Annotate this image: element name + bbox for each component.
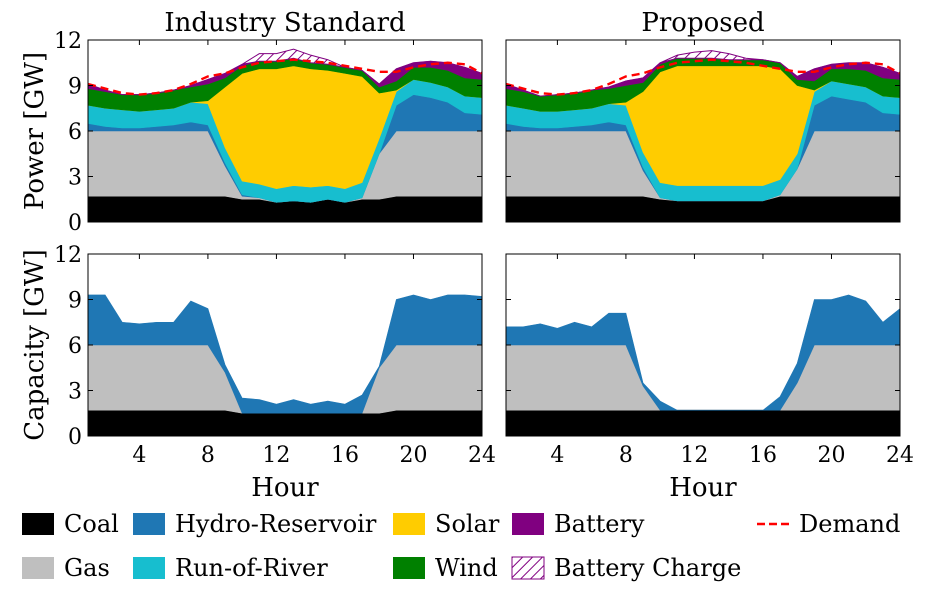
legend-swatch [393, 557, 425, 579]
panel-title: Industry Standard [164, 8, 405, 38]
y-tick-label: 9 [68, 75, 82, 100]
legend-label: Demand [799, 510, 900, 538]
plot-area [506, 294, 900, 436]
legend-swatch [512, 513, 544, 535]
y-tick-label: 3 [68, 380, 82, 405]
y-tick-label: 3 [68, 166, 82, 191]
legend-item-battery: Battery [512, 510, 645, 538]
legend-swatch [133, 513, 165, 535]
legend-item-gas: Gas [22, 554, 110, 582]
y-tick-label: 6 [68, 120, 82, 145]
legend-item-hydro-reservoir: Hydro-Reservoir [133, 510, 377, 538]
x-tick-label: 8 [619, 443, 633, 468]
area-hydro-reservoir [88, 294, 482, 414]
legend-item-run-of-river: Run-of-River [133, 554, 328, 582]
legend-item-demand: Demand [757, 510, 900, 538]
y-tick-label: 0 [68, 211, 82, 236]
legend-item-wind: Wind [393, 554, 498, 582]
legend-item-battery-charge: Battery Charge [511, 554, 741, 582]
y-tick-label: 0 [68, 425, 82, 450]
x-tick-label: 4 [550, 443, 564, 468]
legend-swatch [22, 557, 54, 579]
x-axis-label: Hour [669, 473, 737, 503]
y-axis-label: Capacity [GW] [20, 249, 50, 441]
plot-area [506, 50, 900, 222]
x-tick-label: 12 [680, 443, 708, 468]
y-tick-label: 12 [54, 29, 82, 54]
panel-power-proposed: Proposed [505, 8, 901, 223]
legend-label: Run-of-River [175, 554, 328, 582]
panel-title: Proposed [641, 8, 764, 38]
legend-label: Hydro-Reservoir [175, 510, 377, 538]
x-tick-label: 20 [817, 443, 845, 468]
area-gas [506, 344, 900, 411]
legend-swatch [511, 556, 545, 580]
legend-label: Battery Charge [554, 554, 741, 582]
legend-swatch [393, 513, 425, 535]
area-hydro-reservoir [506, 294, 900, 411]
plot-area [88, 48, 482, 222]
y-axis-label: Power [GW] [20, 52, 50, 210]
legend-swatch [133, 557, 165, 579]
area-coal [506, 409, 900, 436]
x-axis-label: Hour [251, 473, 319, 503]
legend-label: Battery [554, 510, 645, 538]
x-tick-label: 12 [262, 443, 290, 468]
x-tick-label: 24 [468, 443, 496, 468]
panel-capacity-proposed: 4 8 12 16 20 24 Hour [505, 253, 914, 503]
x-tick-label: 24 [886, 443, 914, 468]
area-coal [88, 409, 482, 436]
legend-label: Wind [435, 554, 498, 582]
demand-line [506, 58, 900, 96]
demand-line [88, 58, 482, 96]
y-tick-label: 6 [68, 334, 82, 359]
area-battery-charge [506, 50, 900, 97]
plot-area [88, 294, 482, 436]
legend-item-coal: Coal [22, 510, 119, 538]
legend: Coal Hydro-Reservoir Solar Battery Demand Gas… [22, 510, 900, 582]
y-tick-label: 9 [68, 289, 82, 314]
legend-label: Gas [64, 554, 110, 582]
legend-label: Coal [64, 510, 119, 538]
x-tick-label: 16 [331, 443, 359, 468]
legend-label: Solar [435, 510, 500, 538]
x-tick-label: 4 [132, 443, 146, 468]
panel-power-industry: 0 3 6 9 12 Industry Standard Power [GW] [20, 8, 483, 236]
legend-item-solar: Solar [393, 510, 500, 538]
y-tick-label: 12 [54, 243, 82, 268]
legend-swatch [22, 513, 54, 535]
x-tick-label: 8 [201, 443, 215, 468]
x-tick-label: 16 [749, 443, 777, 468]
panel-capacity-industry: 0 3 6 9 12 4 8 12 16 20 24 Hour Capacity [GW] [20, 243, 496, 503]
x-tick-label: 20 [399, 443, 427, 468]
